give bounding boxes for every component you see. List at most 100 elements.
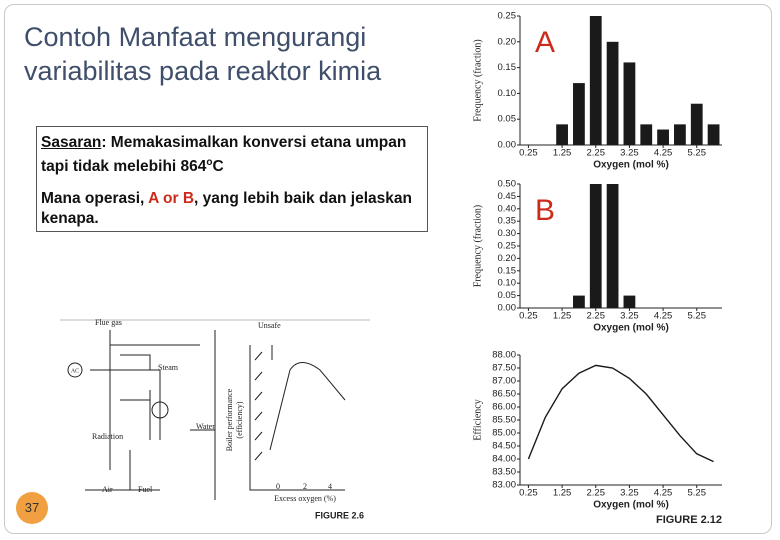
x-tick-label: 3.25 — [620, 488, 639, 499]
y-tick-label: 0.20 — [498, 36, 517, 47]
question-start: Mana operasi, — [41, 190, 149, 208]
fig-label: (efficiency) — [235, 401, 244, 438]
question-end: , yang lebih baik dan jelaskan kenapa. — [41, 190, 412, 228]
y-tick-label: 0.45 — [498, 191, 517, 202]
fig-label: Air — [102, 485, 113, 494]
y-tick-label: 0.10 — [498, 278, 517, 289]
fig-tick: 0 — [276, 482, 280, 491]
x-tick-label: 0.25 — [519, 148, 538, 159]
x-tick-label: 4.25 — [654, 311, 673, 322]
goal: Sasaran: Memakasimalkan konversi etana u… — [41, 133, 423, 177]
fig-label: Fuel — [138, 485, 153, 494]
y-tick-label: 85.50 — [492, 415, 516, 426]
x-tick-label: 0.25 — [519, 311, 538, 322]
bar — [690, 103, 703, 145]
x-axis-label: Oxygen (mol %) — [593, 323, 669, 334]
y-tick-label: 0.25 — [498, 11, 517, 22]
annotation: A — [535, 26, 555, 59]
y-tick-label: 0.15 — [498, 62, 517, 73]
y-axis-label: Frequency (fraction) — [472, 205, 483, 287]
goal-label: Sasaran — [41, 134, 102, 151]
y-tick-label: 88.00 — [492, 350, 516, 361]
goal-text: : Memakasimalkan konversi etana umpan ta… — [41, 134, 407, 176]
page-number: 37 — [16, 492, 48, 524]
annotation: B — [535, 194, 555, 227]
bar — [589, 16, 602, 145]
fig-label: Excess oxygen (%) — [274, 494, 336, 503]
bar — [623, 295, 636, 308]
axis — [519, 355, 722, 486]
bar — [573, 295, 585, 308]
x-tick-label: 1.25 — [553, 488, 572, 499]
ac-symbol — [67, 362, 83, 378]
y-tick-label: 0.00 — [498, 140, 517, 151]
fig-label: AC — [71, 368, 79, 374]
x-axis-label: Oxygen (mol %) — [593, 160, 669, 171]
fig-curve — [269, 362, 346, 451]
x-tick-label: 5.25 — [688, 488, 707, 499]
figure-2-6: Flue gas Unsafe Steam AC Radiation Water… — [60, 318, 370, 520]
y-tick-label: 0.05 — [498, 290, 517, 301]
x-tick-label: 4.25 — [654, 148, 673, 159]
fig-label: Flue gas — [95, 318, 122, 327]
fig-axes — [249, 345, 345, 491]
line — [527, 364, 714, 463]
y-tick-label: 84.50 — [492, 441, 516, 452]
x-axis-label: Oxygen (mol %) — [593, 500, 669, 511]
bar — [606, 184, 619, 308]
y-axis-label: Efficiency — [472, 399, 483, 440]
y-tick-label: 0.00 — [498, 303, 517, 314]
question-options: A or B — [148, 190, 195, 208]
y-tick-label: 0.25 — [498, 241, 517, 252]
y-tick-label: 84.00 — [492, 454, 516, 465]
y-tick-label: 85.00 — [492, 428, 516, 439]
x-tick-label: 5.25 — [688, 311, 707, 322]
y-tick-label: 83.00 — [492, 480, 516, 491]
x-tick-label: 4.25 — [654, 488, 673, 499]
fig-tick: 4 — [328, 482, 332, 491]
degree: o — [206, 157, 213, 168]
fig-caption: FIGURE 2.6 — [315, 510, 364, 520]
y-tick-label: 87.50 — [492, 363, 516, 374]
y-tick-label: 0.20 — [498, 253, 517, 264]
y-tick-label: 0.40 — [498, 203, 517, 214]
x-tick-label: 2.25 — [587, 311, 606, 322]
bar — [640, 124, 653, 145]
x-tick-label: 3.25 — [620, 148, 639, 159]
bar — [623, 62, 636, 145]
hatch — [254, 351, 263, 461]
fig-label: Unsafe — [258, 321, 281, 330]
bar — [674, 124, 686, 145]
slide-title: Contoh Manfaat mengurangi variabilitas p… — [24, 22, 382, 86]
y-tick-label: 86.00 — [492, 402, 516, 413]
y-tick-label: 0.15 — [498, 265, 517, 276]
task-box: Sasaran: Memakasimalkan konversi etana u… — [36, 126, 428, 232]
y-tick-label: 86.50 — [492, 389, 516, 400]
fig-label: Steam — [158, 363, 179, 372]
y-tick-label: 0.50 — [498, 179, 517, 190]
x-tick-label: 5.25 — [688, 148, 707, 159]
y-tick-label: 83.50 — [492, 467, 516, 478]
bar — [589, 184, 602, 308]
y-axis-label: Frequency (fraction) — [472, 39, 483, 121]
bar — [707, 124, 720, 145]
fig-label: Boiler performance — [225, 388, 234, 451]
x-tick-label: 1.25 — [553, 148, 572, 159]
y-tick-label: 0.35 — [498, 216, 517, 227]
fig-tick: 2 — [303, 482, 307, 491]
x-tick-label: 1.25 — [553, 311, 572, 322]
y-tick-label: 0.10 — [498, 88, 517, 99]
bar — [573, 83, 585, 145]
x-tick-label: 2.25 — [587, 488, 606, 499]
bar — [606, 41, 619, 145]
fig-label: Radiation — [92, 432, 123, 441]
x-tick-label: 0.25 — [519, 488, 538, 499]
drum — [151, 401, 169, 419]
bar — [556, 124, 568, 145]
y-tick-label: 0.05 — [498, 114, 517, 125]
fig-label: Water — [196, 422, 215, 431]
x-tick-label: 2.25 — [587, 148, 606, 159]
y-tick-label: 87.00 — [492, 376, 516, 387]
